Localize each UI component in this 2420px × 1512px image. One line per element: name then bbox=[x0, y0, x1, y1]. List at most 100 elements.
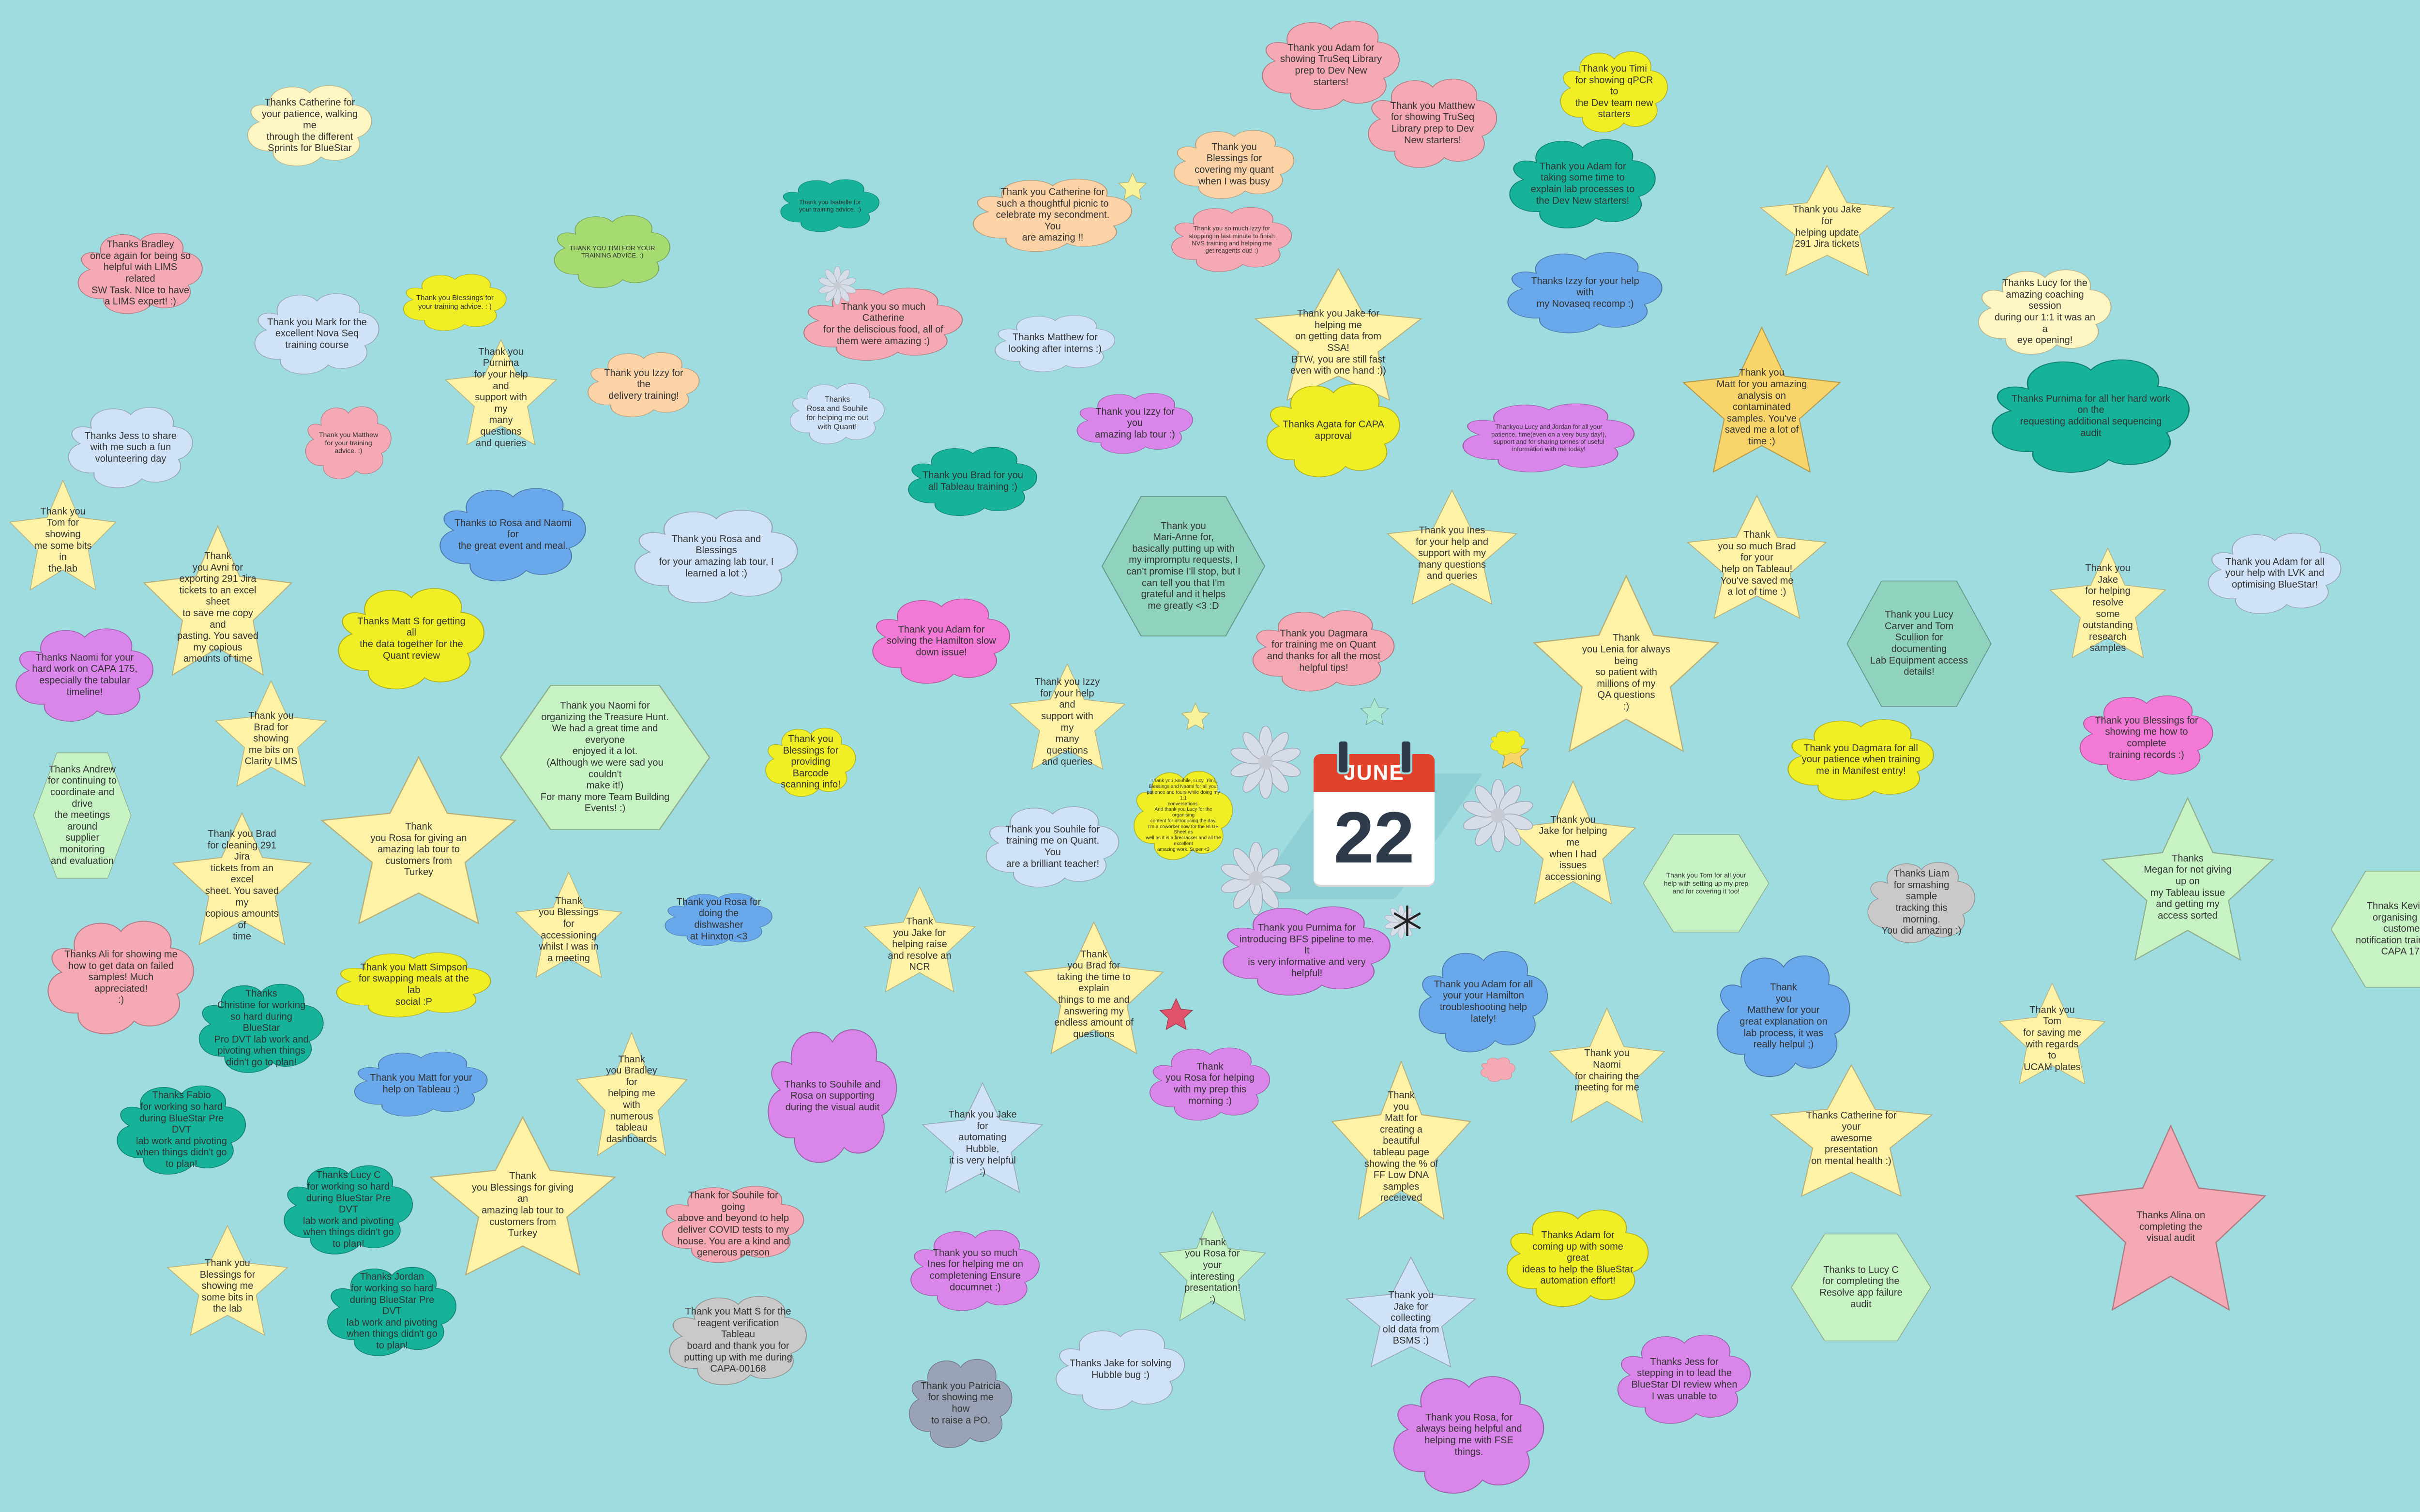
thank-you-note[interactable]: Thanks Bradley once again for being so h… bbox=[70, 225, 211, 322]
thank-you-note[interactable]: Thank you Blessings for giving an amazin… bbox=[426, 1108, 620, 1283]
thank-you-note[interactable]: Thanks Liam for smashing sample tracking… bbox=[1861, 854, 1982, 951]
thank-you-note[interactable]: Thanks Jess for stepping in to lead the … bbox=[1609, 1326, 1759, 1433]
thank-you-note[interactable]: Thank you Jake for automating Hubble, it… bbox=[920, 1077, 1045, 1198]
thank-you-note[interactable]: Thanks Ali for showing me how to get dat… bbox=[39, 910, 203, 1045]
thank-you-note[interactable]: Thanks Izzy for your help with my Novase… bbox=[1498, 244, 1672, 341]
thank-you-note[interactable]: Thanks Catherine for your awesome presen… bbox=[1767, 1058, 1936, 1203]
thank-you-note[interactable]: Thank for Souhile for going above and be… bbox=[653, 1179, 813, 1270]
thank-you-note[interactable]: Thanks Lucy C for working so hard during… bbox=[276, 1157, 421, 1263]
thank-you-note[interactable]: Thank you Blessings for accessioning whi… bbox=[513, 866, 624, 983]
thank-you-note[interactable]: Thank you Matthew for your great explana… bbox=[1709, 944, 1859, 1089]
thank-you-note[interactable]: Thank you Lenia for always being so pati… bbox=[1529, 566, 1723, 760]
thank-you-note[interactable]: Thank you Purnima for introducing BFS pi… bbox=[1212, 898, 1401, 1004]
thank-you-note[interactable]: Thanks Andrew for continuing to coordina… bbox=[31, 750, 133, 881]
thank-you-note[interactable]: Thank you Jake for helping raise and res… bbox=[862, 881, 978, 997]
thank-you-note[interactable]: Thank you Jake for collecting old data f… bbox=[1343, 1251, 1479, 1372]
thank-you-note[interactable]: Thank you Dagmara for all your patience … bbox=[1779, 711, 1943, 808]
thank-you-note[interactable]: Thank you Rosa for your interesting pres… bbox=[1157, 1205, 1268, 1326]
thank-you-note[interactable]: Thank you Rosa, for always being helpful… bbox=[1384, 1365, 1554, 1505]
thank-you-note[interactable]: Thank you Izzy for you amazing lab tour … bbox=[1070, 387, 1200, 460]
thank-you-note[interactable]: Thank you Adam for taking some time to e… bbox=[1500, 131, 1665, 237]
thank-you-note[interactable]: Thanks Catherine for your patience, walk… bbox=[240, 77, 380, 174]
thank-you-note[interactable]: Thanks Purnima for all her hard work on … bbox=[1980, 348, 2202, 484]
thank-you-note[interactable]: Thank you Jake for helping me when I had… bbox=[1508, 774, 1638, 910]
thank-you-note[interactable]: Thank you Isabelle for your training adv… bbox=[774, 174, 886, 237]
thank-you-note[interactable]: Thank you Timi for showing qPCR to the D… bbox=[1554, 44, 1675, 140]
thank-you-note[interactable]: Thank you Rosa for giving an amazing lab… bbox=[317, 748, 520, 932]
thank-you-note[interactable]: Thank you Purnima for your help and supp… bbox=[443, 334, 559, 450]
thank-you-note[interactable]: Thank you Adam for all your help with LV… bbox=[2200, 525, 2350, 622]
thank-you-note[interactable]: Thanks Adam for coming up with some grea… bbox=[1498, 1200, 1658, 1316]
thank-you-note[interactable]: Thank you Brad for cleaning 291 Jira tic… bbox=[169, 806, 315, 951]
thank-you-note[interactable]: Thank you Bradley for helping me with nu… bbox=[574, 1026, 690, 1162]
thank-you-note[interactable]: Thanks Jordan for working so hard during… bbox=[319, 1258, 465, 1365]
thank-you-note[interactable]: Thank you Brad for taking the time to ex… bbox=[1021, 915, 1166, 1060]
thank-you-note[interactable]: Thank you Jake for helping resolve some … bbox=[2047, 542, 2168, 663]
thank-you-note[interactable]: Thank you Brad for you all Tableau train… bbox=[900, 440, 1045, 523]
thank-you-note[interactable]: Thanks Rosa and Souhile for helping me o… bbox=[784, 378, 891, 450]
thank-you-note[interactable]: Thankyou Lucy and Jordan for all your pa… bbox=[1452, 397, 1646, 479]
thank-you-note[interactable]: Thank you Rosa and Blessings for your am… bbox=[624, 501, 808, 612]
thank-you-note[interactable]: Thank you Matt S for the reagent verific… bbox=[661, 1287, 816, 1394]
thank-you-note[interactable]: Thank you Adam for showing TruSeq Librar… bbox=[1254, 12, 1408, 119]
thank-you-note[interactable]: THANK YOU TIMI FOR YOUR TRAINING ADVICE.… bbox=[547, 208, 678, 295]
thank-you-note[interactable]: Thanks Naomi for your hard work on CAPA … bbox=[7, 620, 162, 731]
thank-you-note[interactable]: Thank you Matt for you amazing analysis … bbox=[1679, 319, 1844, 479]
thank-you-note[interactable]: Thanks Fabio for working so hard during … bbox=[109, 1077, 254, 1183]
thank-you-note[interactable]: Thanks Jess to share with me such a fun … bbox=[60, 399, 201, 496]
thank-you-note[interactable]: Thank you Matthew for your training advi… bbox=[300, 399, 397, 486]
thank-you-note[interactable]: Thank you Rosa for doing the dishwasher … bbox=[658, 888, 779, 951]
thank-you-note[interactable]: Thank you Izzy for your help and support… bbox=[1007, 658, 1128, 774]
thank-you-note[interactable]: Thank you Blessings for providing Barcod… bbox=[760, 721, 862, 803]
thank-you-note[interactable]: Thank you Matt for your help on Tableau … bbox=[346, 1045, 496, 1123]
thank-you-note[interactable]: Thank you Ines for your help and support… bbox=[1384, 484, 1520, 610]
thank-you-note[interactable]: Thank you Patricia for showing me how to… bbox=[903, 1350, 1019, 1457]
thank-you-note[interactable]: Thanks Lucy for the amazing coaching ses… bbox=[1970, 261, 2120, 363]
thank-you-note[interactable]: Thank you Matt Simpson for swapping meal… bbox=[327, 946, 501, 1024]
thank-you-note[interactable]: Thank you Tom for all your help with set… bbox=[1641, 832, 1771, 934]
thank-you-note[interactable]: Thanks Matthew for looking after interns… bbox=[987, 310, 1123, 378]
thank-you-note[interactable]: Thank you Matthew for showing TruSeq Lib… bbox=[1360, 70, 1505, 177]
thank-you-note[interactable]: Thank you Rosa for helping with my prep … bbox=[1142, 1041, 1278, 1128]
thank-you-note[interactable]: Thank you Blessings for your training ad… bbox=[397, 269, 513, 336]
thank-you-note[interactable]: Thank you Mari-Anne for, basically putti… bbox=[1099, 494, 1268, 639]
thank-you-note[interactable]: Thanks to Rosa and Naomi for the great e… bbox=[431, 479, 595, 590]
thank-you-note[interactable]: Thanks Jake for solving Hubble bug :) bbox=[1048, 1321, 1193, 1418]
thank-you-note[interactable]: Thanks Matt S for getting all the data t… bbox=[329, 578, 494, 699]
thank-you-note[interactable]: Thank you Blessings for covering my quan… bbox=[1166, 123, 1302, 206]
thank-you-note[interactable]: Thank you Avni for exporting 291 Jira ti… bbox=[140, 518, 295, 682]
thank-you-note[interactable]: Thanks Megan for not giving up on my Tab… bbox=[2098, 789, 2277, 968]
thank-you-note[interactable]: Thank you so much Izzy for stopping in l… bbox=[1164, 201, 1300, 278]
thank-you-note[interactable]: Thank you Matt for creating a beautiful … bbox=[1329, 1053, 1474, 1227]
thank-you-note[interactable]: Thank you Brad for showing me bits on Cl… bbox=[213, 675, 329, 791]
thank-you-note[interactable]: Thanks Agata for CAPA approval bbox=[1258, 375, 1408, 486]
thank-you-note[interactable]: Thnaks Kevin for organising the customer… bbox=[2328, 869, 2420, 990]
thank-you-note[interactable]: Thank you Tom for showing me some bits i… bbox=[7, 474, 119, 595]
note-shape bbox=[1174, 130, 1295, 199]
thank-you-note[interactable]: Thank you Izzy for the delivery training… bbox=[581, 346, 707, 423]
thank-you-note[interactable]: Thank you so much Ines for helping me on… bbox=[903, 1222, 1048, 1319]
thank-you-note[interactable]: Thank you Jake for helping me on getting… bbox=[1251, 261, 1425, 407]
thank-you-note[interactable]: Thank you Blessings for showing me how t… bbox=[2072, 687, 2222, 789]
thank-you-note[interactable]: Thank you Catherine for such a thoughtfu… bbox=[963, 172, 1142, 259]
thank-you-note[interactable]: Thank you so much Brad for your help on … bbox=[1684, 489, 1830, 624]
thank-you-note[interactable]: Thank you Naomi for chairing the meeting… bbox=[1546, 1002, 1667, 1128]
thank-you-note[interactable]: Thank you Lucy Carver and Tom Scullion f… bbox=[1844, 578, 1994, 709]
thank-you-note[interactable]: Thank you Blessings for showing me some … bbox=[165, 1220, 290, 1341]
thank-you-note[interactable]: Thank you Adam for all your your Hamilto… bbox=[1411, 941, 1556, 1062]
thank-you-note[interactable]: Thanks Christine for working so hard dur… bbox=[191, 975, 332, 1082]
thank-you-note[interactable]: Thank you Mark for the excellent Nova Se… bbox=[247, 286, 387, 382]
thank-you-note[interactable]: Thank you so much Catherine for the deli… bbox=[794, 281, 973, 368]
thank-you-note[interactable]: Thanks Alina on completing the visual au… bbox=[2072, 1116, 2270, 1319]
thank-you-note[interactable]: Thank you Tom for saving me with regards… bbox=[1996, 978, 2108, 1089]
thank-you-note[interactable]: Thank you Jake for helping update 291 Ji… bbox=[1757, 160, 1897, 281]
thank-you-note[interactable]: Thank you Souhile for training me on Qua… bbox=[978, 799, 1128, 895]
thank-you-note[interactable]: Thanks to Souhile and Rosa on supporting… bbox=[760, 1016, 905, 1176]
thank-you-note[interactable]: Thank you Adam for solving the Hamilton … bbox=[864, 590, 1019, 692]
thank-you-note[interactable]: Thanks to Lucy C for completing the Reso… bbox=[1788, 1232, 1934, 1343]
thank-you-note[interactable]: Thank you Souhile, Lucy, Timi, Blessings… bbox=[1128, 762, 1239, 869]
thank-you-note[interactable]: Thank you Naomi for organizing the Treas… bbox=[496, 682, 714, 832]
note-shape bbox=[439, 488, 586, 581]
note-shape bbox=[1254, 267, 1422, 401]
thank-you-note[interactable]: Thank you Dagmara for training me on Qua… bbox=[1244, 603, 1404, 699]
